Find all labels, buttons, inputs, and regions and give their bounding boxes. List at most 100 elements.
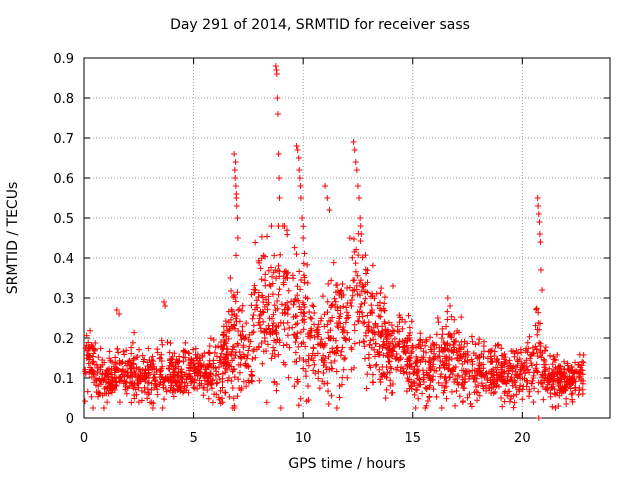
data-point (390, 348, 397, 355)
data-point (550, 381, 557, 388)
data-point (192, 345, 199, 352)
data-point (364, 371, 371, 378)
data-point (535, 309, 542, 316)
data-point (94, 368, 101, 375)
data-point (276, 337, 283, 344)
data-point (359, 281, 366, 288)
data-point (246, 343, 253, 350)
data-point (511, 399, 518, 406)
data-point (296, 303, 303, 310)
y-axis-label: SRMTID / TECUs (5, 181, 21, 295)
data-point (325, 401, 332, 408)
data-point (320, 370, 327, 377)
data-point (213, 353, 220, 360)
data-point (129, 373, 136, 380)
data-point (325, 388, 332, 395)
data-point (135, 399, 142, 406)
data-point (351, 147, 358, 153)
data-point (129, 339, 136, 346)
data-point (412, 405, 419, 411)
data-point (423, 386, 430, 393)
data-point (352, 268, 359, 275)
data-point (244, 351, 251, 358)
data-point (498, 366, 505, 373)
data-point (227, 274, 234, 281)
data-point (513, 391, 520, 398)
data-point (489, 374, 496, 381)
data-point (173, 382, 180, 389)
data-point (144, 359, 151, 366)
data-point (375, 351, 382, 358)
data-point (266, 315, 273, 322)
data-point (524, 367, 531, 374)
data-point (262, 253, 269, 260)
data-point (341, 356, 348, 363)
data-point (444, 316, 451, 323)
data-point (215, 343, 222, 350)
data-point (232, 349, 239, 356)
data-point (370, 379, 377, 386)
data-point (575, 361, 582, 368)
data-point (337, 352, 344, 359)
data-point (292, 339, 299, 346)
data-point (339, 281, 346, 288)
data-point (170, 374, 177, 381)
data-point (86, 369, 93, 376)
data-point (122, 386, 129, 393)
data-point (389, 389, 396, 396)
data-point (458, 338, 465, 345)
data-point (385, 354, 392, 361)
data-point (294, 292, 301, 299)
data-point (156, 369, 163, 376)
data-point (334, 303, 341, 310)
data-point (344, 374, 351, 381)
data-point (173, 356, 180, 363)
data-point (464, 340, 471, 347)
data-point (305, 331, 312, 338)
data-point (268, 264, 275, 271)
data-point (226, 393, 233, 400)
data-point (413, 387, 420, 394)
data-point (187, 380, 194, 387)
data-point (145, 369, 152, 376)
data-point (356, 195, 363, 201)
data-point (539, 287, 546, 293)
data-point (567, 385, 574, 392)
data-point (161, 378, 168, 385)
data-point (447, 374, 454, 381)
data-point (521, 375, 528, 382)
data-point (439, 331, 446, 338)
data-point (453, 387, 460, 394)
data-point (487, 347, 494, 354)
data-point (356, 339, 363, 346)
data-point (309, 302, 316, 309)
data-point (276, 286, 283, 293)
data-point (393, 366, 400, 373)
data-point (350, 235, 357, 242)
data-point (303, 398, 310, 405)
data-point (285, 287, 292, 294)
data-point (354, 272, 361, 279)
data-point (464, 359, 471, 366)
data-point (273, 71, 280, 77)
data-point (346, 336, 353, 343)
data-point (342, 337, 349, 344)
data-point (141, 384, 148, 391)
data-point (516, 386, 523, 393)
data-point (563, 395, 570, 402)
data-point (203, 370, 210, 377)
data-point (175, 363, 182, 370)
data-point (227, 316, 234, 323)
data-point (231, 321, 238, 328)
data-point (323, 366, 330, 373)
data-point (145, 391, 152, 398)
data-point (128, 344, 135, 351)
data-point (100, 405, 107, 411)
data-point (377, 379, 384, 386)
data-point (396, 356, 403, 363)
data-point (478, 380, 485, 387)
data-point (572, 359, 579, 366)
data-point (417, 343, 424, 350)
data-point (275, 351, 282, 358)
data-point (292, 349, 299, 356)
